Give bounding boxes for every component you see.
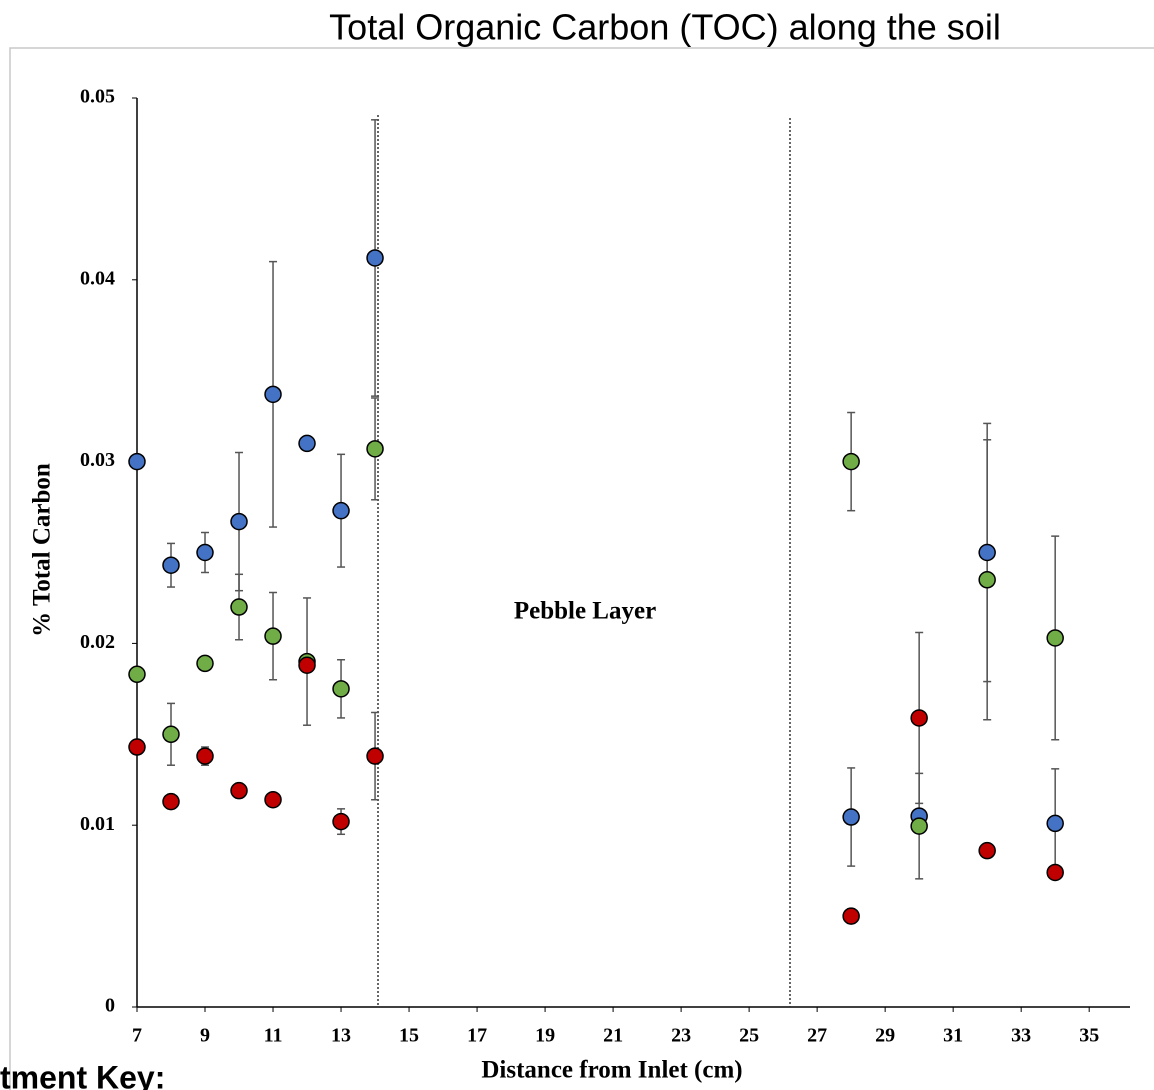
data-point <box>264 790 282 809</box>
y-tick-label: 0.02 <box>80 631 115 653</box>
data-point <box>298 656 316 674</box>
x-tick-label: 9 <box>200 1025 210 1047</box>
x-tick-label: 25 <box>739 1025 759 1047</box>
chart-title: Total Organic Carbon (TOC) along the soi… <box>329 7 1001 48</box>
x-tick-label: 23 <box>671 1025 691 1047</box>
data-point <box>162 556 180 574</box>
data-point <box>230 512 248 531</box>
x-tick-label: 19 <box>535 1025 555 1047</box>
y-tick-label: 0.05 <box>80 86 115 108</box>
data-point <box>264 627 282 645</box>
x-tick-label: 35 <box>1079 1025 1099 1047</box>
x-tick-label: 7 <box>132 1025 142 1047</box>
data-point <box>162 792 180 811</box>
data-point <box>196 654 214 673</box>
data-point <box>196 543 214 562</box>
data-point <box>332 501 350 520</box>
x-tick-label: 11 <box>264 1025 283 1047</box>
x-tick-label: 31 <box>943 1025 963 1047</box>
data-point <box>842 907 860 925</box>
data-point <box>842 808 860 826</box>
annotation: Pebble Layer <box>514 598 656 625</box>
y-tick-label: 0 <box>105 995 115 1017</box>
data-point <box>978 571 996 589</box>
data-point <box>230 598 248 616</box>
x-tick-label: 33 <box>1011 1025 1031 1047</box>
y-tick-label: 0.04 <box>80 267 115 289</box>
data-point <box>196 747 214 765</box>
data-point <box>264 385 282 404</box>
data-point <box>1046 629 1064 647</box>
data-point <box>366 747 384 765</box>
data-point <box>230 781 248 800</box>
data-point <box>1046 814 1064 833</box>
data-point <box>128 452 146 471</box>
data-point <box>128 738 146 756</box>
data-point <box>162 725 180 744</box>
data-point <box>298 434 316 453</box>
data-point <box>366 249 384 267</box>
y-tick-label: 0.03 <box>80 449 115 471</box>
data-point <box>332 812 350 831</box>
data-point <box>842 452 860 471</box>
data-point <box>910 817 928 835</box>
data-point <box>332 680 350 698</box>
x-tick-label: 17 <box>467 1025 487 1047</box>
legend-title: tment Key: <box>0 1059 165 1090</box>
data-point <box>978 841 996 860</box>
x-axis-label: Distance from Inlet (cm) <box>481 1057 742 1084</box>
data-point <box>1046 863 1064 882</box>
x-tick-label: 21 <box>603 1025 623 1047</box>
x-tick-label: 27 <box>807 1025 827 1047</box>
data-point <box>366 440 384 458</box>
data-point <box>128 665 146 684</box>
x-tick-label: 29 <box>875 1025 895 1047</box>
data-point <box>978 543 996 562</box>
data-point <box>910 709 928 727</box>
y-axis-label: % Total Carbon <box>29 463 56 637</box>
x-tick-label: 15 <box>399 1025 419 1047</box>
x-tick-label: 13 <box>331 1025 351 1047</box>
chart-frame <box>9 47 1154 1090</box>
y-tick-label: 0.01 <box>80 813 115 835</box>
